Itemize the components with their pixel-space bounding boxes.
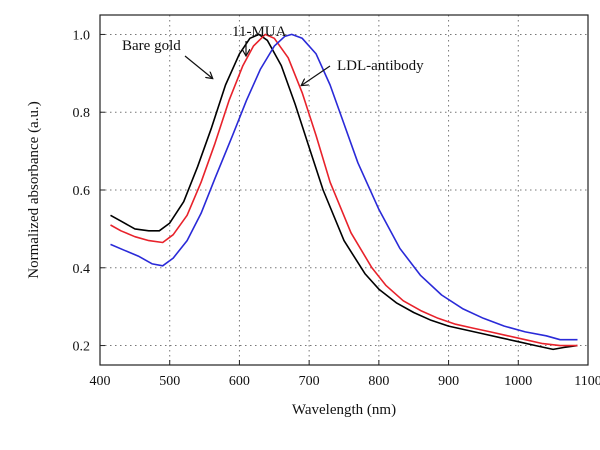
x-axis-title: Wavelength (nm)	[292, 402, 396, 418]
x-tick-label: 700	[299, 374, 320, 389]
x-tick-label: 1100	[574, 374, 600, 389]
y-tick-label: 0.6	[73, 184, 91, 199]
y-tick-label: 1.0	[73, 28, 91, 43]
annotation-11-mua: 11-MUA	[232, 24, 287, 40]
series-line-bare-gold	[110, 33, 578, 351]
annotation-arrow-ldl-antibody	[302, 65, 331, 85]
x-tick-label: 900	[438, 374, 459, 389]
y-tick-label: 0.4	[73, 262, 91, 277]
series-line-11-mua	[110, 33, 578, 347]
tick-labels: 400 500 600 700 800 900 1000 1100 0.2 0.4 0.6 0.8 1.…	[73, 28, 600, 389]
x-tick-label: 800	[368, 374, 389, 389]
grid	[100, 15, 588, 365]
annotation-ldl-antibody: LDL-antibody	[337, 58, 424, 74]
annotation-arrow-bare-gold	[184, 55, 212, 78]
plot-frame	[99, 14, 589, 366]
annotations: Bare gold 11-MUA LDL-antibody	[122, 24, 424, 85]
y-tick-label: 0.8	[73, 106, 91, 121]
series-line-ldl-antibody	[110, 33, 578, 341]
x-tick-label: 600	[229, 374, 250, 389]
y-tick-label: 0.2	[73, 340, 91, 355]
x-tick-label: 400	[90, 374, 111, 389]
series-lines	[110, 33, 578, 351]
y-axis-title: Normalized absorbance (a.u.)	[26, 101, 42, 278]
x-tick-label: 1000	[504, 374, 532, 389]
annotation-bare-gold: Bare gold	[122, 38, 181, 54]
x-tick-label: 500	[159, 374, 180, 389]
